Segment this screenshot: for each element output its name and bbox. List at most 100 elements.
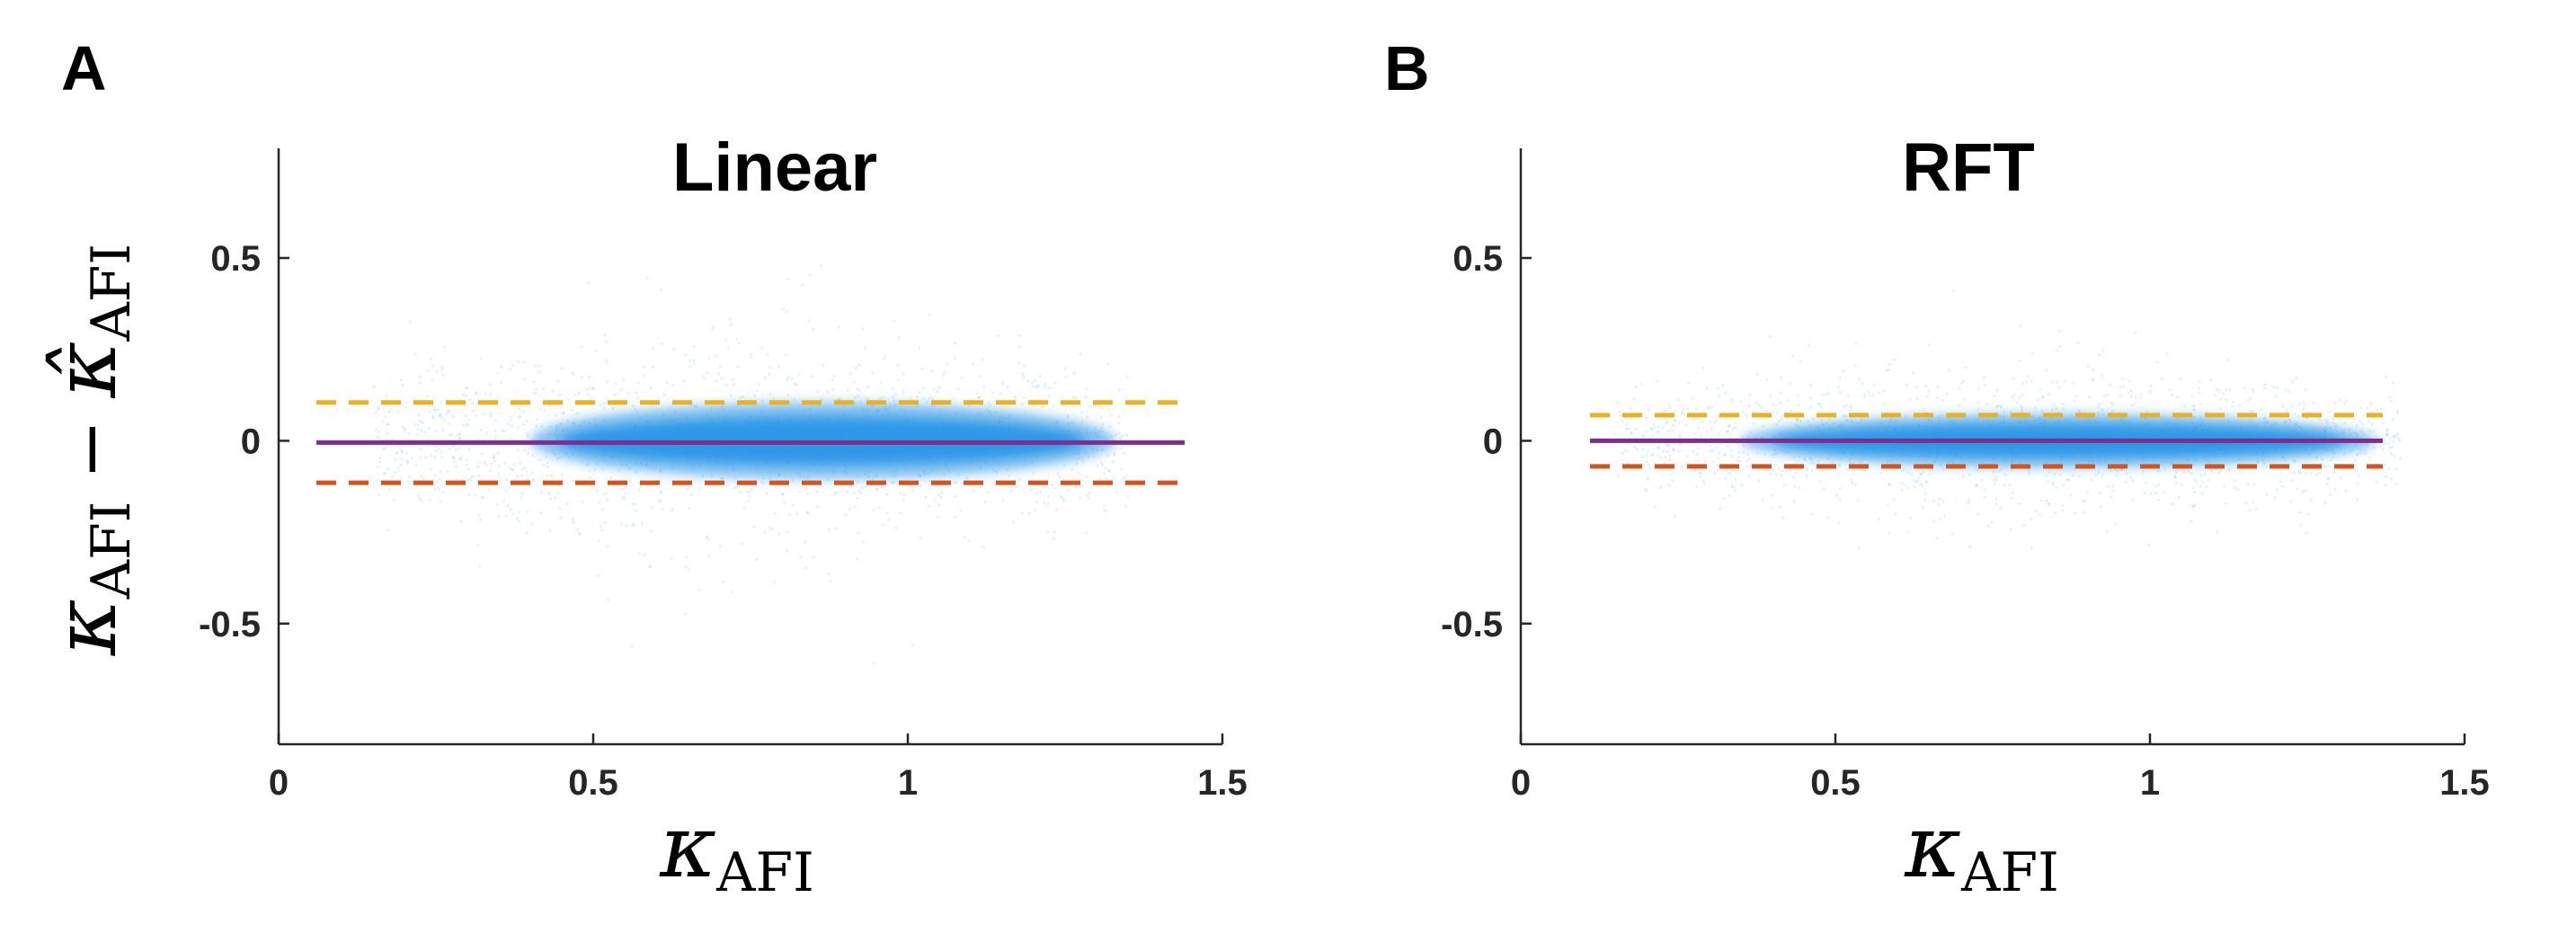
panel-b-scatter-point — [2332, 470, 2336, 474]
panel-a-scatter-point — [659, 491, 662, 494]
panel-b-scatter-point — [1853, 483, 1857, 486]
panel-b-scatter-point — [2353, 467, 2357, 471]
panel-a-scatter-point — [926, 400, 929, 404]
panel-a-scatter-point — [520, 496, 523, 500]
panel-b-scatter-point — [2252, 483, 2256, 486]
panel-a-scatter-point — [606, 380, 609, 384]
panel-a-scatter-point — [1101, 422, 1105, 426]
panel-b-scatter-point — [1947, 369, 1950, 372]
panel-b-scatter-point — [2385, 429, 2389, 432]
panel-b-scatter-point — [2329, 458, 2332, 462]
panel-b-scatter-point — [2387, 466, 2391, 471]
panel-a-scatter-point — [997, 334, 1000, 338]
panel-a-scatter-point — [729, 394, 733, 397]
panel-a-scatter-point — [737, 342, 742, 345]
panel-a-scatter-point — [768, 366, 771, 369]
panel-b-scatter-point — [2111, 489, 2115, 493]
panel-b-scatter-point — [1826, 516, 1830, 520]
panel-a-scatter-point — [785, 378, 789, 382]
panel-a-scatter-point — [826, 390, 830, 394]
panel-b-scatter-point — [2263, 387, 2267, 390]
panel-b-scatter-point — [1906, 471, 1910, 475]
panel-b-scatter-point — [2055, 380, 2058, 384]
panel-b-scatter-point — [1630, 431, 1633, 435]
panel-a-scatter-point — [893, 399, 896, 403]
panel-a-scatter-point — [649, 386, 653, 389]
panel-b-scatter-point — [1789, 382, 1792, 386]
panel-a-scatter-point — [384, 415, 387, 419]
panel-b-scatter-point — [2378, 445, 2382, 449]
panel-b-scatter-point — [2384, 463, 2387, 467]
panel-a-scatter-point — [437, 414, 440, 418]
panel-b-scatter-point — [2105, 393, 2110, 396]
panel-a-scatter-point — [1112, 451, 1115, 456]
panel-b-scatter-point — [2332, 422, 2335, 425]
panel-b-scatter-point — [2038, 512, 2041, 517]
panel-a-scatter-point — [742, 506, 746, 511]
panel-b-scatter-point — [1810, 512, 1814, 516]
panel-b-scatter-point — [2217, 389, 2221, 393]
panel-a-scatter-point — [1071, 395, 1075, 399]
panel-a-scatter-point — [1046, 502, 1050, 506]
panel-a-scatter-point — [415, 432, 419, 436]
panel-a-scatter-point — [911, 489, 915, 493]
panel-a-scatter-point — [857, 489, 861, 493]
panel-b-scatter-point — [1702, 482, 1706, 485]
panel-b-scatter-point — [2318, 417, 2322, 421]
panel-b-scatter-point — [1647, 463, 1650, 466]
panel-a-scatter-point — [502, 499, 506, 503]
panel-a-scatter-point — [672, 347, 676, 351]
panel-b-scatter-point — [1696, 426, 1700, 430]
panel-b-scatter-point — [2145, 410, 2149, 413]
panel-b-scatter-point — [2039, 387, 2042, 391]
panel-a-scatter-point — [479, 460, 483, 464]
panel-a-scatter-point — [1107, 468, 1111, 473]
panel-b-scatter-point — [2287, 418, 2291, 422]
panel-a-scatter-point — [375, 479, 378, 483]
panel-a-scatter-point — [665, 381, 669, 385]
panel-b-scatter-point — [2304, 387, 2307, 392]
panel-a-scatter-point — [522, 466, 527, 470]
panel-b-scatter-point — [1677, 421, 1682, 425]
panel-a-scatter-point — [537, 364, 541, 369]
panel-a-scatter-point — [870, 371, 875, 375]
panel-b-scatter-point — [2385, 433, 2389, 437]
panel-b-scatter-point — [2397, 437, 2401, 440]
panel-b-scatter-point — [1915, 397, 1919, 401]
panel-b-scatter-point — [2275, 387, 2279, 390]
panel-a-scatter-point — [979, 374, 982, 378]
panel-b-scatter-point — [1838, 497, 1842, 502]
panel-b-scatter-point — [2260, 408, 2263, 412]
panel-b-scatter-point — [2133, 402, 2136, 405]
panel-b-scatter-point — [1719, 451, 1722, 455]
panel-a-letter: A — [61, 33, 107, 103]
panel-b-scatter-point — [1755, 451, 1759, 455]
panel-a-scatter-point — [831, 378, 835, 382]
panel-b-scatter-point — [2205, 485, 2208, 489]
panel-a-scatter-point — [953, 481, 956, 484]
panel-b-scatter-point — [1779, 376, 1782, 379]
panel-b-scatter-point — [1647, 478, 1650, 482]
panel-b-scatter-point — [2195, 480, 2198, 484]
panel-b-scatter-point — [2292, 471, 2296, 475]
panel-b-scatter-point — [2119, 394, 2122, 397]
panel-b-scatter-point — [2009, 528, 2012, 531]
panel-b-scatter-point — [2072, 474, 2075, 477]
panel-a-scatter-point — [476, 438, 480, 441]
panel-b-scatter-point — [1961, 379, 1966, 383]
panel-b-scatter-point — [2303, 489, 2306, 493]
panel-a-scatter-point — [884, 493, 889, 496]
panel-b-scatter-point — [2201, 480, 2205, 484]
panel-a-scatter-point — [777, 365, 781, 369]
panel-b-scatter-point — [1774, 452, 1778, 456]
panel-b-x-axis-label: κAFI — [1904, 796, 2059, 904]
panel-b-scatter-point — [2339, 476, 2343, 480]
panel-a-scatter-point — [848, 371, 852, 375]
panel-a-scatter-point — [1115, 432, 1118, 437]
panel-b-scatter-point — [1641, 455, 1645, 458]
panel-a-scatter-point — [857, 531, 860, 536]
panel-b-scatter-point — [1666, 420, 1669, 423]
panel-b-scatter-point — [2134, 395, 2137, 400]
panel-a-scatter-point — [484, 463, 488, 466]
panel-b-scatter-point — [1863, 395, 1867, 399]
